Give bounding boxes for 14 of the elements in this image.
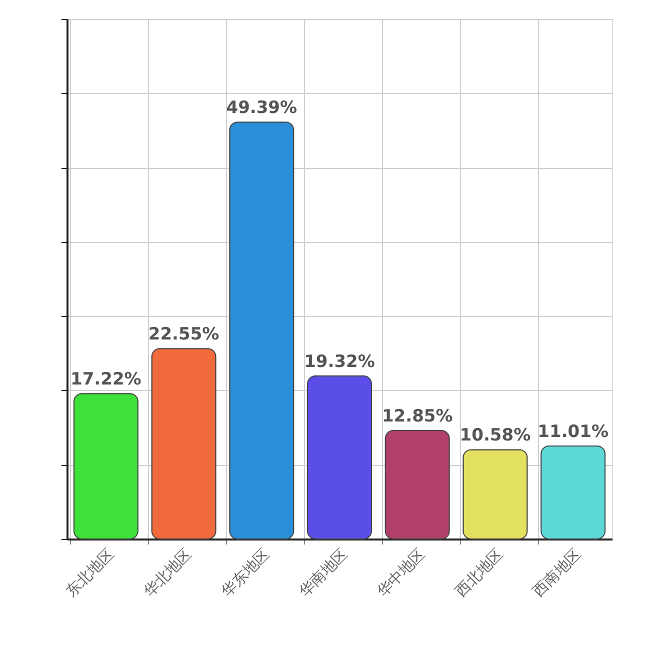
x-tick-label: 华中地区	[374, 545, 429, 600]
data-label: 17.22%	[70, 370, 142, 390]
x-tick-label: 西南地区	[529, 545, 584, 600]
x-tick-label: 西北地区	[451, 545, 507, 600]
x-tick-label: 东北地区	[62, 545, 118, 600]
x-tick-label: 华北地区	[140, 545, 196, 600]
data-label: 10.58%	[460, 426, 531, 446]
data-label: 11.01%	[538, 422, 608, 442]
data-label: 12.85%	[382, 406, 453, 427]
x-tick-label: 华南地区	[296, 545, 351, 600]
data-label: 22.55%	[148, 324, 220, 345]
data-label: 19.32%	[304, 352, 375, 372]
data-label: 49.39%	[226, 98, 298, 118]
x-tick-label: 华东地区	[218, 545, 273, 600]
